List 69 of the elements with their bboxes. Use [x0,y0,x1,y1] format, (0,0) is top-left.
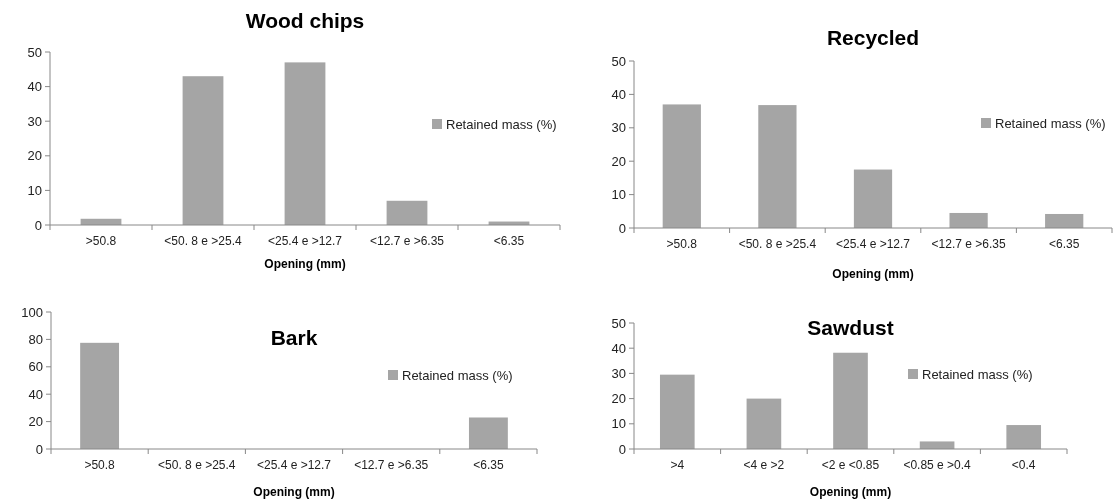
x-tick-label: >4 [670,458,685,472]
x-tick-label: <25.4 e >12.7 [835,237,911,251]
chart-title: Recycled [826,26,920,49]
x-axis-title: Opening (mm) [264,257,346,271]
legend-label: Retained mass (%) [995,115,1106,131]
bar [746,398,782,449]
bar [1006,425,1042,449]
y-tick-label: 30 [611,120,626,136]
chart-title: Wood chips [245,9,365,32]
x-tick-label: <0.85 e >0.4 [903,458,972,472]
bar [284,62,326,225]
x-tick-label: <25.4 e >12.7 [256,458,332,472]
x-tick-label: <2 e <0.85 [821,458,880,472]
bar [919,441,955,449]
y-tick-label: 100 [21,304,43,320]
x-tick-label: <12.7 e >6.35 [354,458,429,472]
y-tick-label: 0 [618,441,626,457]
y-tick-label: 50 [611,53,626,69]
bar [662,104,701,228]
x-tick-label: >50.8 [666,237,698,251]
y-tick-label: 80 [28,331,43,347]
y-tick-label: 40 [28,386,43,402]
y-tick-label: 20 [611,153,626,169]
x-tick-label: <25.4 e >12.7 [267,234,343,248]
bar [833,352,868,449]
x-tick-label: <50. 8 e >25.4 [164,234,243,248]
x-tick-label: <6.35 [473,458,504,472]
bar [182,76,224,225]
y-tick-label: 40 [611,340,626,356]
y-tick-label: 0 [34,217,42,233]
bar [1045,213,1084,228]
bar [949,212,988,228]
x-tick-label: <50. 8 e >25.4 [738,237,817,251]
y-tick-label: 50 [27,44,42,60]
y-tick-label: 10 [27,182,42,198]
y-tick-label: 10 [611,187,626,203]
y-tick-label: 10 [611,416,626,432]
x-tick-label: >50.8 [85,234,117,248]
y-tick-label: 30 [27,113,42,129]
y-tick-label: 20 [28,414,43,430]
x-tick-label: <50. 8 e >25.4 [158,458,236,472]
y-tick-label: 50 [611,315,626,331]
y-tick-label: 60 [28,359,43,375]
bar [853,169,893,228]
legend-label: Retained mass (%) [402,367,513,383]
bar [758,105,797,228]
text: Bark [270,326,318,349]
y-tick-label: 20 [27,148,42,164]
x-axis-title: Opening (mm) [253,485,335,499]
y-tick-label: 20 [611,391,626,407]
chart-title: Sawdust [807,316,894,339]
y-tick-label: 30 [611,365,626,381]
bar [659,374,695,449]
x-tick-label: <6.35 [1049,237,1080,251]
x-tick-label: <6.35 [493,234,525,248]
y-tick-label: 0 [35,441,43,457]
bar [386,200,428,225]
x-tick-label: <4 e >2 [743,458,785,472]
x-tick-label: <12.7 e >6.35 [369,234,445,248]
x-axis-title: Opening (mm) [809,485,892,499]
x-tick-label: >50.8 [84,458,116,472]
x-axis-title: Opening (mm) [832,267,914,281]
legend-label: Retained mass (%) [922,366,1033,382]
y-tick-label: 0 [618,220,626,236]
legend-label: Retained mass (%) [446,116,557,132]
y-tick-label: 40 [611,86,626,102]
y-tick-label: 40 [27,79,42,95]
x-tick-label: <12.7 e >6.35 [931,237,1006,251]
x-tick-label: <0.4 [1011,458,1036,472]
